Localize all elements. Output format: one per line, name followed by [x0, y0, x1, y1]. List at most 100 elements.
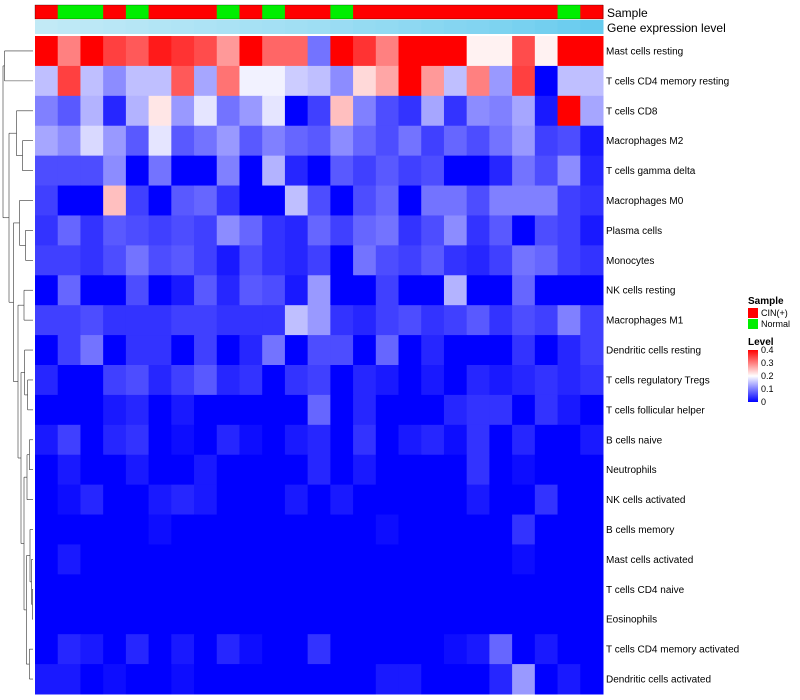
- expression-track-label: Gene expression level: [607, 21, 726, 35]
- heatmap-cell: [466, 634, 490, 665]
- legend-label-normal: Normal: [761, 319, 790, 329]
- heatmap-cell: [421, 215, 445, 246]
- heatmap-cell: [466, 335, 490, 366]
- heatmap-cell: [80, 335, 104, 366]
- heatmap-cell: [307, 245, 331, 276]
- heatmap-cell: [443, 275, 468, 306]
- heatmap-cell: [171, 215, 195, 246]
- heatmap-cell: [262, 664, 286, 695]
- heatmap-cell: [284, 544, 309, 575]
- heatmap-cell: [489, 275, 513, 306]
- heatmap-cell: [125, 36, 150, 67]
- heatmap-cell: [171, 544, 195, 575]
- heatmap-cell: [57, 574, 81, 605]
- heatmap-cell: [307, 185, 331, 216]
- legend-level-title: Level: [748, 337, 774, 348]
- heatmap-cell: [239, 664, 263, 695]
- heatmap-cell: [103, 245, 127, 276]
- heatmap-cell: [171, 95, 195, 127]
- heatmap-cell: [330, 125, 354, 157]
- heatmap-cell: [443, 36, 468, 67]
- heatmap-cell: [103, 155, 127, 187]
- heatmap-cell: [216, 664, 240, 695]
- sample-cell: [125, 5, 150, 19]
- heatmap-cell: [353, 36, 377, 67]
- heatmap-cell: [489, 125, 513, 157]
- heatmap-cell: [307, 634, 331, 665]
- sample-cell: [443, 5, 468, 19]
- heatmap-cell: [421, 664, 445, 695]
- heatmap-cell: [512, 36, 536, 67]
- heatmap-cell: [35, 65, 59, 97]
- heatmap-cell: [148, 125, 172, 157]
- heatmap-cell: [262, 275, 286, 306]
- heatmap-cell: [103, 125, 127, 157]
- expression-cell: [148, 20, 172, 34]
- heatmap-cell: [353, 574, 377, 605]
- sample-track-frame: [34, 4, 604, 20]
- heatmap-cell: [103, 215, 127, 246]
- heatmap-cell: [262, 185, 286, 216]
- heatmap-cell: [35, 215, 59, 246]
- heatmap-cell: [216, 484, 240, 516]
- row-label: T cells CD4 memory resting: [606, 76, 729, 87]
- heatmap-cell: [125, 664, 150, 695]
- heatmap-cell: [534, 574, 559, 605]
- heatmap-cell: [171, 484, 195, 516]
- heatmap-cell: [489, 514, 513, 545]
- heatmap-cell: [421, 95, 445, 127]
- heatmap-cell: [398, 36, 422, 67]
- heatmap-cell: [489, 634, 513, 665]
- heatmap-cell: [80, 394, 104, 426]
- heatmap-cell: [557, 155, 581, 187]
- row-label: Dendritic cells resting: [606, 346, 701, 357]
- heatmap-cell: [330, 65, 354, 97]
- heatmap-cell: [534, 634, 559, 665]
- heatmap-cell: [466, 514, 490, 545]
- heatmap-cell: [534, 424, 559, 456]
- sample-cell: [194, 5, 218, 19]
- heatmap-cell: [489, 36, 513, 67]
- sample-cell: [353, 5, 377, 19]
- heatmap-cell: [194, 305, 218, 336]
- expression-cell: [307, 20, 331, 34]
- heatmap-cell: [35, 514, 59, 545]
- heatmap-cell: [216, 185, 240, 216]
- heatmap-cell: [557, 185, 581, 216]
- expression-cell: [35, 20, 59, 34]
- heatmap-cell: [489, 454, 513, 486]
- heatmap-cell: [421, 125, 445, 157]
- heatmap-cell: [216, 245, 240, 276]
- heatmap-cell: [489, 65, 513, 97]
- heatmap-cell: [194, 604, 218, 635]
- heatmap-cell: [262, 335, 286, 366]
- heatmap-cell: [57, 185, 81, 216]
- heatmap-cell: [194, 155, 218, 187]
- heatmap-cell: [284, 36, 309, 67]
- heatmap-cell: [466, 275, 490, 306]
- heatmap-cell: [262, 65, 286, 97]
- heatmap-cell: [443, 335, 468, 366]
- heatmap-cell: [330, 574, 354, 605]
- heatmap-cell: [194, 215, 218, 246]
- heatmap-cell: [125, 484, 150, 516]
- heatmap-cell: [239, 65, 263, 97]
- heatmap-cell: [125, 454, 150, 486]
- heatmap-cell: [35, 305, 59, 336]
- heatmap-cell: [194, 36, 218, 67]
- heatmap-cell: [80, 275, 104, 306]
- row-label: Plasma cells: [606, 226, 662, 237]
- heatmap-cell: [262, 125, 286, 157]
- heatmap-cell: [512, 155, 536, 187]
- expression-cell: [512, 20, 536, 34]
- heatmap-cell: [194, 275, 218, 306]
- heatmap-cell: [57, 604, 81, 635]
- heatmap-cell: [375, 634, 400, 665]
- heatmap-cell: [466, 424, 490, 456]
- heatmap-cell: [353, 65, 377, 97]
- heatmap-cell: [375, 544, 400, 575]
- heatmap-cell: [398, 215, 422, 246]
- heatmap-cell: [148, 215, 172, 246]
- heatmap-cell: [216, 95, 240, 127]
- heatmap-cell: [35, 664, 59, 695]
